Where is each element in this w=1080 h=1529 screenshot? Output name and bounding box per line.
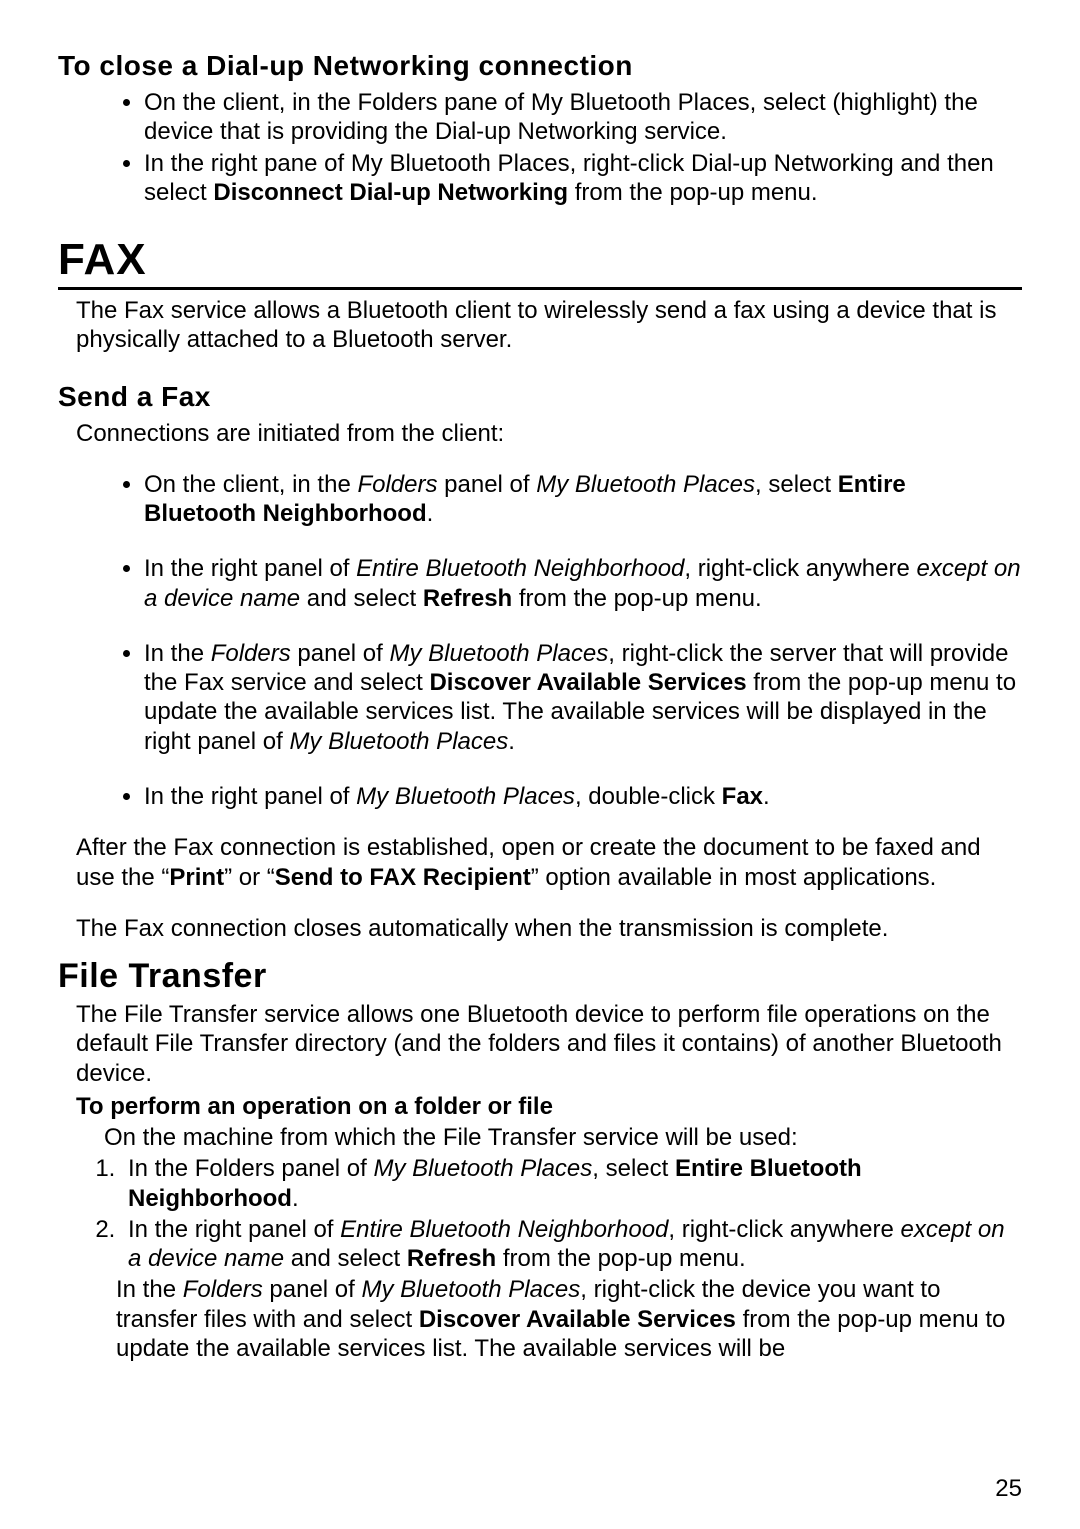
file-transfer-trailing: In the Folders panel of My Bluetooth Pla…	[116, 1275, 1022, 1363]
file-transfer-subhead: To perform an operation on a folder or f…	[76, 1092, 1022, 1121]
fax-after-2: The Fax connection closes automatically …	[76, 914, 1022, 943]
bullets-send-fax: On the client, in the Folders panel of M…	[58, 470, 1022, 811]
list-item: In the right panel of Entire Bluetooth N…	[122, 1215, 1022, 1274]
file-transfer-intro: The File Transfer service allows one Blu…	[76, 1000, 1022, 1088]
list-item: In the Folders panel of My Bluetooth Pla…	[122, 1154, 1022, 1213]
bullets-close-dialup: On the client, in the Folders pane of My…	[58, 88, 1022, 207]
page: To close a Dial-up Networking connection…	[0, 0, 1080, 1529]
list-item: On the client, in the Folders panel of M…	[144, 470, 1022, 529]
list-item: In the right panel of Entire Bluetooth N…	[144, 554, 1022, 613]
heading-fax: FAX	[58, 235, 1022, 290]
fax-intro: The Fax service allows a Bluetooth clien…	[76, 296, 1022, 355]
send-fax-intro: Connections are initiated from the clien…	[76, 419, 1022, 448]
numlist-file-transfer: In the Folders panel of My Bluetooth Pla…	[76, 1154, 1022, 1273]
file-transfer-subintro: On the machine from which the File Trans…	[104, 1123, 1022, 1152]
fax-after-1: After the Fax connection is established,…	[76, 833, 1022, 892]
list-item: On the client, in the Folders pane of My…	[144, 88, 1022, 147]
list-item: In the right pane of My Bluetooth Places…	[144, 149, 1022, 208]
list-item: In the Folders panel of My Bluetooth Pla…	[144, 639, 1022, 756]
heading-file-transfer: File Transfer	[58, 957, 1022, 996]
heading-close-dialup: To close a Dial-up Networking connection	[58, 50, 1022, 82]
page-number: 25	[995, 1475, 1022, 1503]
list-item: In the right panel of My Bluetooth Place…	[144, 782, 1022, 811]
heading-send-fax: Send a Fax	[58, 381, 1022, 413]
